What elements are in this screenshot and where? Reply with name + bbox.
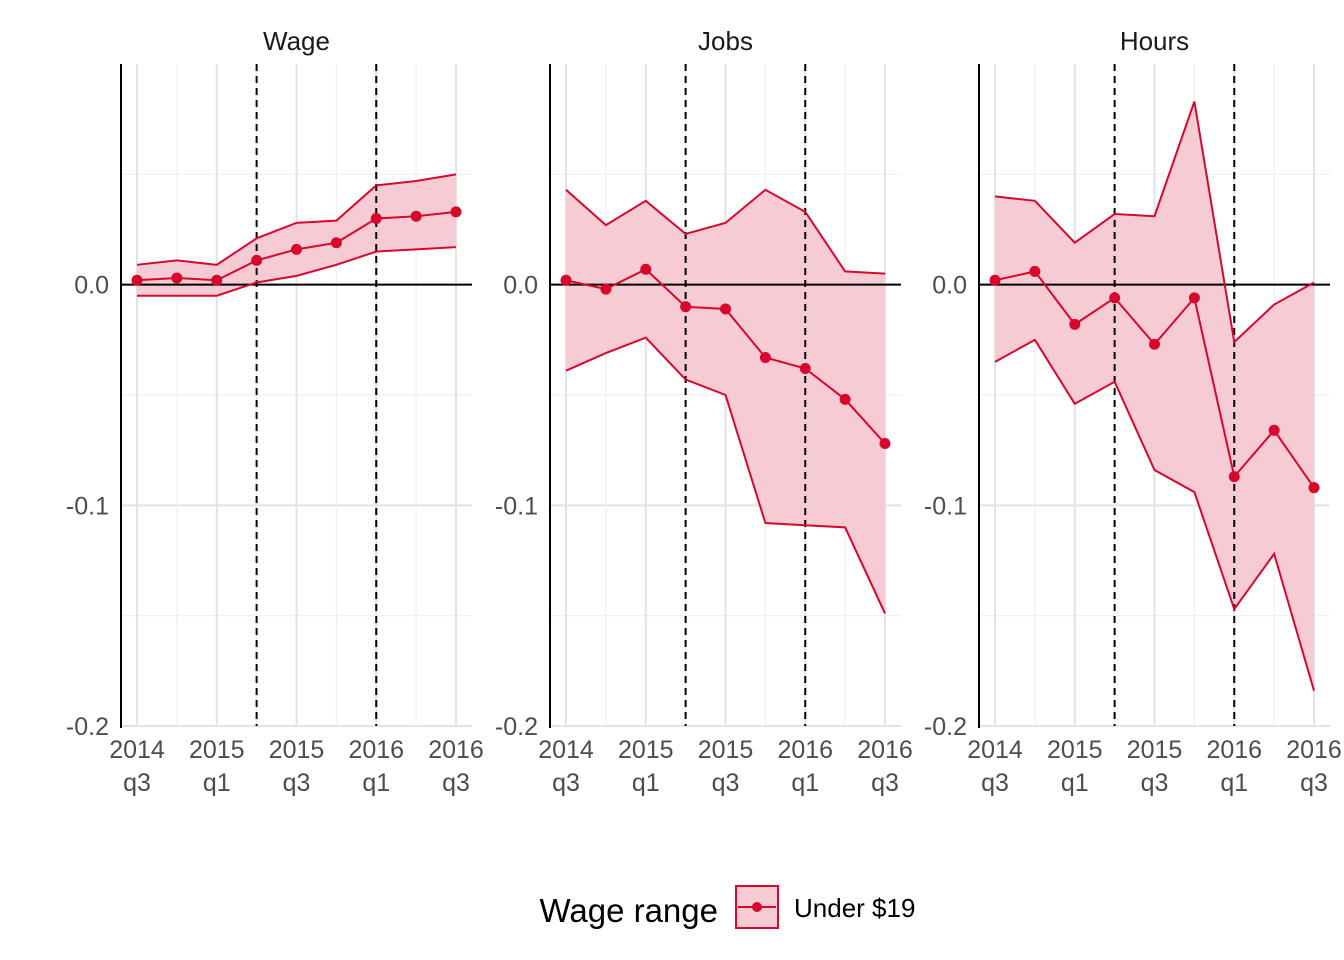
x-tick-label-year: 2014 <box>109 736 165 764</box>
x-tick-label-year: 2016 <box>1286 736 1342 764</box>
x-tick-label-year: 2016 <box>857 736 913 764</box>
x-tick-label-quarter: q1 <box>362 769 390 797</box>
x-tick-label-year: 2015 <box>189 736 245 764</box>
data-point-2016q1 <box>370 212 382 224</box>
x-tick-label-quarter: q1 <box>791 769 819 797</box>
legend-entry-under-19: Under $19 <box>794 893 915 923</box>
data-point-2015q3 <box>291 243 302 255</box>
data-point-2015q1 <box>211 274 223 286</box>
data-point-2015q4 <box>1188 292 1200 304</box>
panel-title: Wage <box>263 26 330 56</box>
y-tick-label: -0.1 <box>495 492 538 520</box>
legend-key-point <box>752 902 762 912</box>
x-tick-label-year: 2016 <box>348 736 404 764</box>
legend: Wage range Under $19 <box>539 885 915 929</box>
x-tick-label-year: 2015 <box>269 736 325 764</box>
x-tick-label-quarter: q1 <box>632 769 660 797</box>
data-point-2015q1 <box>640 263 652 275</box>
x-tick-label-year: 2015 <box>1047 736 1103 764</box>
y-tick-label: 0.0 <box>74 272 109 300</box>
data-point-2016q3 <box>879 438 891 450</box>
data-point-2016q1 <box>1228 471 1240 483</box>
x-tick-label-quarter: q3 <box>871 769 899 797</box>
y-tick-label: 0.0 <box>932 272 967 300</box>
data-point-2015q3 <box>720 303 731 315</box>
y-tick-label: -0.2 <box>66 713 109 741</box>
x-tick-label-quarter: q3 <box>552 769 580 797</box>
data-point-2016q3 <box>450 206 462 218</box>
data-point-2016q2 <box>410 210 422 222</box>
y-tick-label: -0.2 <box>924 713 967 741</box>
data-point-2014q3 <box>560 274 572 286</box>
x-tick-label-quarter: q3 <box>283 769 311 797</box>
x-tick-label-year: 2015 <box>1127 736 1183 764</box>
data-point-2016q3 <box>1308 482 1320 494</box>
data-point-2016q2 <box>839 393 851 405</box>
y-tick-label: 0.0 <box>503 272 538 300</box>
x-tick-label-quarter: q3 <box>981 769 1009 797</box>
legend-title: Wage range <box>539 892 718 929</box>
x-tick-label-year: 2016 <box>777 736 833 764</box>
x-tick-label-quarter: q1 <box>203 769 231 797</box>
y-tick-label: -0.2 <box>495 713 538 741</box>
data-point-2014q4 <box>600 283 612 295</box>
data-point-2015q2 <box>680 301 692 313</box>
x-tick-label-quarter: q3 <box>1141 769 1169 797</box>
x-tick-label-quarter: q3 <box>123 769 151 797</box>
confidence-ribbon <box>995 101 1314 691</box>
panel-title: Hours <box>1120 26 1189 56</box>
data-point-2016q2 <box>1268 424 1280 436</box>
data-point-2014q4 <box>171 272 183 284</box>
x-tick-label-year: 2016 <box>428 736 484 764</box>
x-tick-label-quarter: q1 <box>1061 769 1089 797</box>
data-point-2014q3 <box>131 274 143 286</box>
x-tick-label-quarter: q1 <box>1220 769 1248 797</box>
data-point-2015q2 <box>1109 292 1121 304</box>
data-point-2015q1 <box>1069 318 1081 330</box>
upper-bound-line <box>136 173 457 266</box>
data-point-2014q4 <box>1029 265 1041 277</box>
data-point-2015q4 <box>759 351 771 363</box>
lower-bound-line <box>565 336 886 614</box>
x-tick-label-year: 2015 <box>618 736 674 764</box>
data-point-2016q1 <box>799 363 811 375</box>
data-point-2014q3 <box>989 274 1001 286</box>
upper-bound-line <box>565 188 886 275</box>
data-point-2015q4 <box>330 237 342 249</box>
x-tick-label-quarter: q3 <box>712 769 740 797</box>
y-tick-label: -0.1 <box>924 492 967 520</box>
x-tick-label-quarter: q3 <box>1300 769 1328 797</box>
x-tick-label-quarter: q3 <box>442 769 470 797</box>
x-tick-label-year: 2014 <box>538 736 594 764</box>
chart-panels: 0.0-0.1-0.22014q32015q12015q32016q12016q… <box>66 26 1342 797</box>
y-tick-label: -0.1 <box>66 492 109 520</box>
x-tick-label-year: 2015 <box>698 736 754 764</box>
data-point-2015q3 <box>1149 338 1160 350</box>
x-tick-label-year: 2016 <box>1206 736 1262 764</box>
panel-title: Jobs <box>698 26 753 56</box>
data-point-2015q2 <box>251 254 263 266</box>
lower-bound-line <box>994 338 1315 691</box>
x-tick-label-year: 2014 <box>967 736 1023 764</box>
lower-bound-line <box>137 246 457 297</box>
upper-bound-line <box>994 101 1315 345</box>
